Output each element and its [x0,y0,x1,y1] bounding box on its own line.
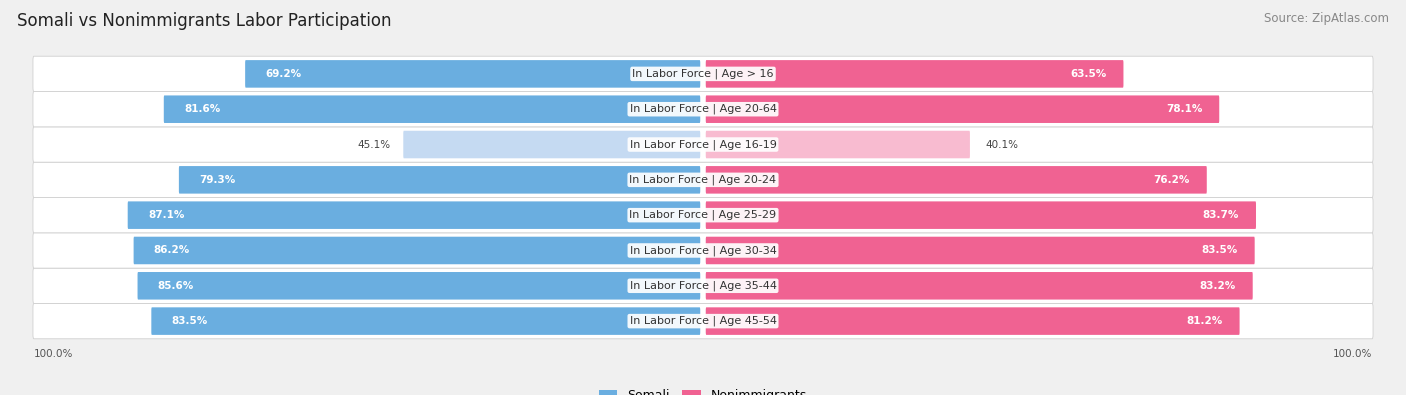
FancyBboxPatch shape [706,307,1240,335]
FancyBboxPatch shape [163,96,700,123]
Text: 83.5%: 83.5% [172,316,208,326]
Text: In Labor Force | Age 45-54: In Labor Force | Age 45-54 [630,316,776,326]
FancyBboxPatch shape [134,237,700,264]
Text: 100.0%: 100.0% [34,349,73,359]
Legend: Somali, Nonimmigrants: Somali, Nonimmigrants [593,384,813,395]
FancyBboxPatch shape [32,303,1374,339]
FancyBboxPatch shape [32,127,1374,162]
Text: In Labor Force | Age 30-34: In Labor Force | Age 30-34 [630,245,776,256]
FancyBboxPatch shape [32,233,1374,268]
Text: 81.2%: 81.2% [1187,316,1223,326]
Text: In Labor Force | Age 16-19: In Labor Force | Age 16-19 [630,139,776,150]
Text: 78.1%: 78.1% [1166,104,1202,114]
FancyBboxPatch shape [32,198,1374,233]
Text: 76.2%: 76.2% [1153,175,1189,185]
Text: 63.5%: 63.5% [1070,69,1107,79]
Text: 81.6%: 81.6% [184,104,221,114]
Text: In Labor Force | Age 20-24: In Labor Force | Age 20-24 [630,175,776,185]
Text: Somali vs Nonimmigrants Labor Participation: Somali vs Nonimmigrants Labor Participat… [17,12,391,30]
Text: 83.7%: 83.7% [1202,210,1239,220]
Text: 85.6%: 85.6% [157,281,194,291]
Text: 69.2%: 69.2% [266,69,301,79]
FancyBboxPatch shape [706,60,1123,88]
FancyBboxPatch shape [404,131,700,158]
Text: 100.0%: 100.0% [1333,349,1372,359]
Text: 86.2%: 86.2% [153,245,190,256]
Text: Source: ZipAtlas.com: Source: ZipAtlas.com [1264,12,1389,25]
Text: In Labor Force | Age 20-64: In Labor Force | Age 20-64 [630,104,776,115]
FancyBboxPatch shape [706,131,970,158]
Text: 87.1%: 87.1% [148,210,184,220]
Text: In Labor Force | Age 25-29: In Labor Force | Age 25-29 [630,210,776,220]
FancyBboxPatch shape [706,166,1206,194]
Text: 45.1%: 45.1% [357,139,391,150]
FancyBboxPatch shape [706,201,1256,229]
Text: In Labor Force | Age 35-44: In Labor Force | Age 35-44 [630,280,776,291]
Text: 40.1%: 40.1% [986,139,1019,150]
FancyBboxPatch shape [32,56,1374,92]
Text: In Labor Force | Age > 16: In Labor Force | Age > 16 [633,69,773,79]
FancyBboxPatch shape [32,92,1374,127]
FancyBboxPatch shape [128,201,700,229]
FancyBboxPatch shape [32,268,1374,303]
FancyBboxPatch shape [138,272,700,299]
Text: 83.2%: 83.2% [1199,281,1236,291]
FancyBboxPatch shape [245,60,700,88]
FancyBboxPatch shape [706,272,1253,299]
FancyBboxPatch shape [706,96,1219,123]
FancyBboxPatch shape [32,162,1374,198]
FancyBboxPatch shape [706,237,1254,264]
Text: 79.3%: 79.3% [200,175,235,185]
FancyBboxPatch shape [152,307,700,335]
FancyBboxPatch shape [179,166,700,194]
Text: 83.5%: 83.5% [1202,245,1237,256]
